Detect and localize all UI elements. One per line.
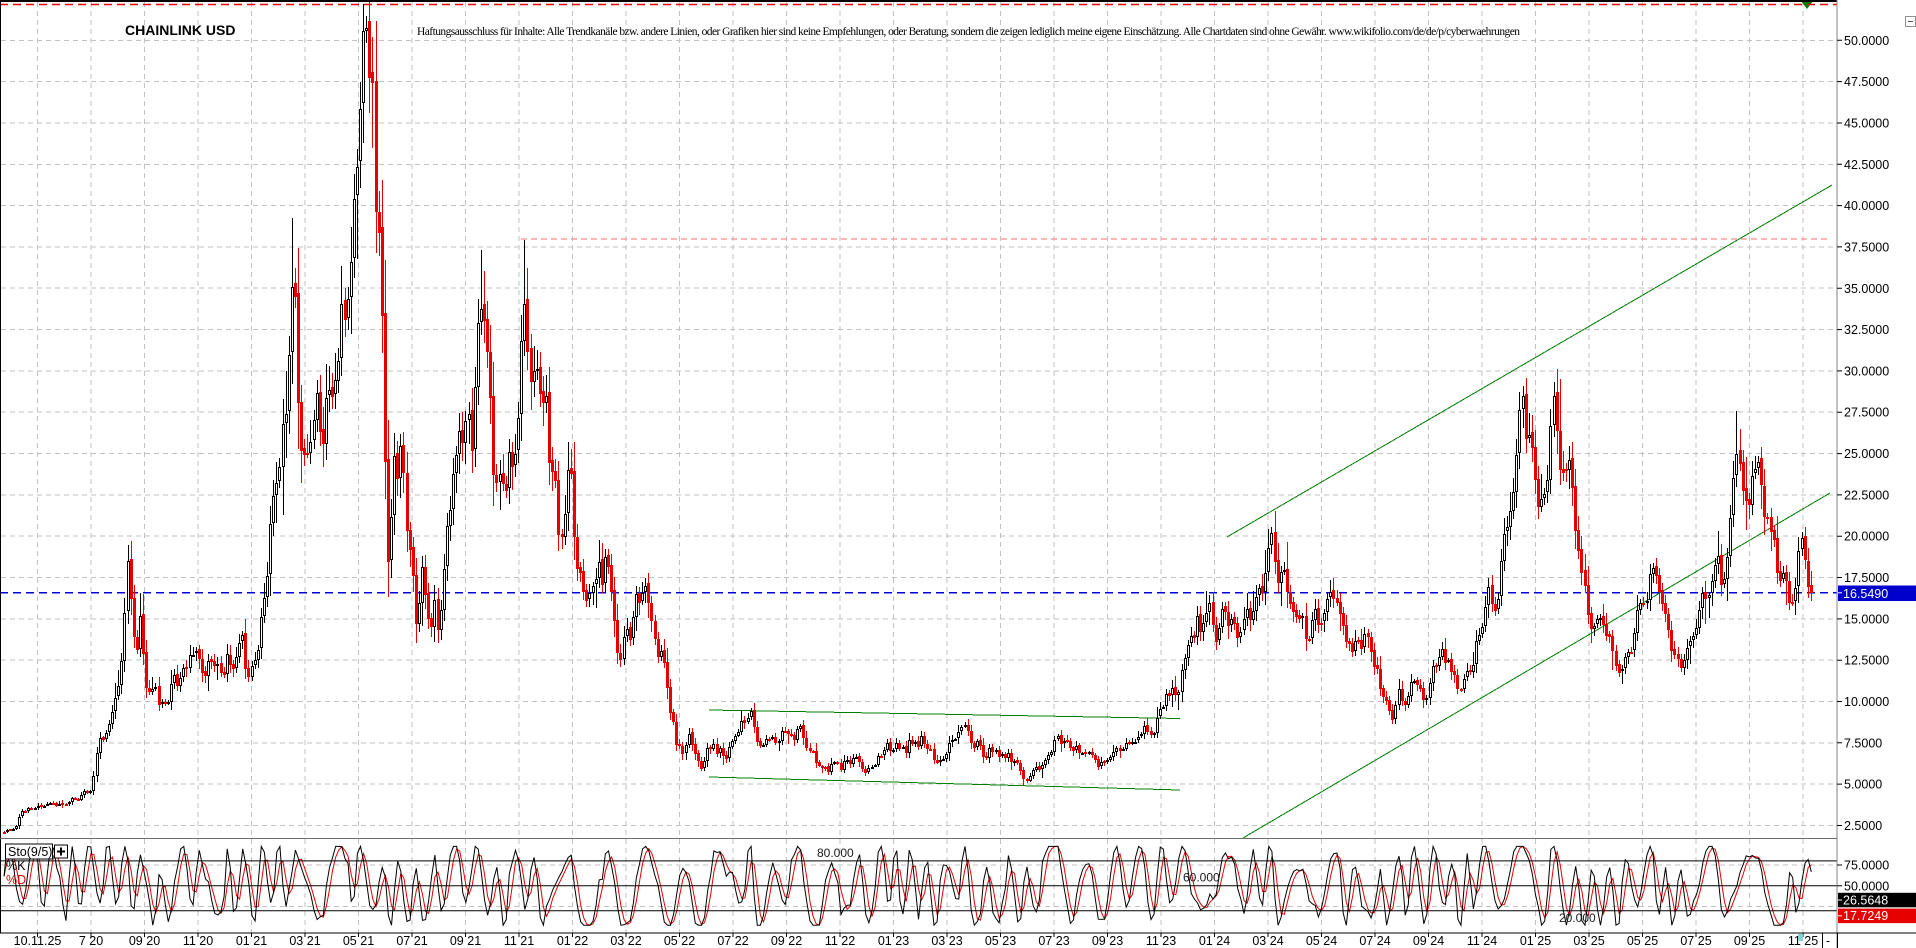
svg-text:03 25: 03 25 (1573, 934, 1604, 948)
svg-text:09 20: 09 20 (129, 934, 160, 948)
svg-text:10.11.25: 10.11.25 (14, 934, 62, 948)
svg-text:50.0000: 50.0000 (1844, 34, 1889, 48)
svg-text:07 21: 07 21 (396, 934, 427, 948)
svg-text:80.000: 80.000 (817, 846, 854, 860)
svg-text:2.5000: 2.5000 (1844, 819, 1882, 833)
svg-text:25.0000: 25.0000 (1844, 447, 1889, 461)
svg-text:11 25: 11 25 (1788, 934, 1818, 948)
svg-text:50.0000: 50.0000 (1844, 879, 1889, 893)
svg-text:09 23: 09 23 (1092, 934, 1123, 948)
svg-text:45.0000: 45.0000 (1844, 117, 1889, 131)
svg-text:05 25: 05 25 (1627, 934, 1658, 948)
svg-text:%D: %D (6, 873, 26, 887)
svg-text:05 24: 05 24 (1306, 934, 1337, 948)
svg-text:20.0000: 20.0000 (1844, 530, 1889, 544)
svg-text:09 24: 09 24 (1413, 934, 1444, 948)
svg-text:11 21: 11 21 (504, 934, 534, 948)
svg-text:07 23: 07 23 (1038, 934, 1069, 948)
svg-text:75.0000: 75.0000 (1844, 859, 1889, 873)
svg-text:47.5000: 47.5000 (1844, 75, 1889, 89)
svg-text:7.5000: 7.5000 (1844, 736, 1882, 750)
svg-text:01 25: 01 25 (1520, 934, 1551, 948)
svg-text:37.5000: 37.5000 (1844, 240, 1889, 254)
svg-text:11 23: 11 23 (1146, 934, 1176, 948)
svg-text:22.5000: 22.5000 (1844, 488, 1889, 502)
svg-text:07 22: 07 22 (717, 934, 748, 948)
svg-text:05 21: 05 21 (343, 934, 374, 948)
svg-text:%K: %K (6, 859, 26, 873)
svg-text:26.5648: 26.5648 (1843, 893, 1888, 907)
svg-text:Sto(9/5): Sto(9/5) (8, 845, 52, 859)
svg-text:03 24: 03 24 (1252, 934, 1283, 948)
svg-text:42.5000: 42.5000 (1844, 158, 1889, 172)
svg-text:01 21: 01 21 (236, 934, 267, 948)
svg-text:01 22: 01 22 (557, 934, 588, 948)
svg-text:32.5000: 32.5000 (1844, 323, 1889, 337)
svg-text:7 20: 7 20 (79, 934, 103, 948)
svg-text:35.0000: 35.0000 (1844, 282, 1889, 296)
svg-text:01 24: 01 24 (1199, 934, 1230, 948)
svg-text:Haftungsausschluss für Inhalte: Haftungsausschluss für Inhalte: Alle Tre… (417, 26, 1520, 38)
svg-text:11 20: 11 20 (183, 934, 213, 948)
svg-text:CHAINLINK USD: CHAINLINK USD (125, 22, 235, 38)
svg-text:20.000: 20.000 (1559, 911, 1596, 925)
svg-text:17.7249: 17.7249 (1843, 909, 1888, 923)
svg-text:03 21: 03 21 (289, 934, 320, 948)
svg-text:60.000: 60.000 (1183, 871, 1220, 885)
svg-text:16.5490: 16.5490 (1843, 587, 1888, 601)
svg-text:17.5000: 17.5000 (1844, 571, 1889, 585)
svg-text:40.0000: 40.0000 (1844, 199, 1889, 213)
svg-text:-: - (1826, 934, 1830, 948)
svg-text:07 25: 07 25 (1680, 934, 1711, 948)
svg-text:03 22: 03 22 (610, 934, 641, 948)
svg-text:10.0000: 10.0000 (1844, 695, 1889, 709)
svg-text:11 22: 11 22 (825, 934, 855, 948)
svg-text:30.0000: 30.0000 (1844, 364, 1889, 378)
svg-text:27.5000: 27.5000 (1844, 406, 1889, 420)
svg-text:07 24: 07 24 (1359, 934, 1390, 948)
svg-text:05 22: 05 22 (664, 934, 695, 948)
svg-text:5.0000: 5.0000 (1844, 778, 1882, 792)
svg-text:09 21: 09 21 (450, 934, 481, 948)
svg-text:12.5000: 12.5000 (1844, 654, 1889, 668)
svg-text:09 25: 09 25 (1734, 934, 1765, 948)
svg-text:09 22: 09 22 (771, 934, 802, 948)
svg-text:15.0000: 15.0000 (1844, 612, 1889, 626)
svg-text:01 23: 01 23 (878, 934, 909, 948)
svg-text:03 23: 03 23 (931, 934, 962, 948)
svg-text:11 24: 11 24 (1467, 934, 1497, 948)
svg-text:05 23: 05 23 (985, 934, 1016, 948)
